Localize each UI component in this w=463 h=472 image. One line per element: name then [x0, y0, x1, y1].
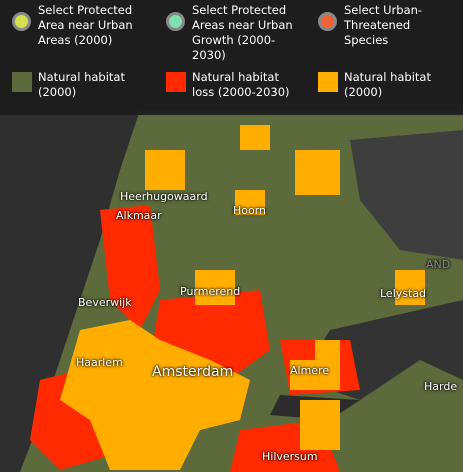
- legend-label: Natural habitat (2000): [344, 70, 431, 99]
- legend-label: Natural habitat (2000): [38, 70, 125, 99]
- legend-label: Select Protected Area near Urban Areas (…: [38, 3, 133, 47]
- legend-label: Select Protected Areas near Urban Growth…: [192, 3, 293, 62]
- place-label: Lelystad: [380, 287, 427, 300]
- legend-label: Natural habitat loss (2000-2030): [192, 70, 290, 99]
- legend-item: Natural habitat (2000): [312, 70, 452, 100]
- natural-habitat-orange: [60, 125, 425, 470]
- legend-symbol: [166, 12, 185, 31]
- place-label: Hilversum: [262, 450, 318, 463]
- place-label: Purmerend: [180, 285, 241, 298]
- place-label: Amsterdam: [152, 364, 234, 380]
- place-label: Alkmaar: [116, 209, 162, 222]
- place-label: Beverwijk: [78, 296, 132, 309]
- legend-item: Natural habitat (2000): [6, 70, 146, 100]
- place-label: AND: [426, 258, 451, 271]
- legend-symbol: [318, 72, 338, 92]
- legend-label: Select Urban-Threatened Species: [344, 3, 423, 47]
- legend-item: Select Urban-Threatened Species: [312, 3, 452, 48]
- legend-item: Select Protected Areas near Urban Growth…: [160, 3, 300, 63]
- dark-land: [350, 130, 463, 260]
- place-label: Heerhugowaard: [120, 190, 208, 203]
- legend-item: Natural habitat loss (2000-2030): [160, 70, 300, 100]
- legend-symbol: [12, 72, 32, 92]
- legend-symbol: [12, 12, 31, 31]
- legend-symbol: [318, 12, 337, 31]
- legend: Select Protected Area near Urban Areas (…: [0, 0, 463, 115]
- legend-symbol: [166, 72, 186, 92]
- place-label: Almere: [290, 364, 330, 377]
- place-label: Harde: [424, 380, 458, 393]
- place-label: Haarlem: [76, 356, 123, 369]
- place-label: Hoorn: [233, 204, 267, 217]
- legend-item: Select Protected Area near Urban Areas (…: [6, 3, 146, 48]
